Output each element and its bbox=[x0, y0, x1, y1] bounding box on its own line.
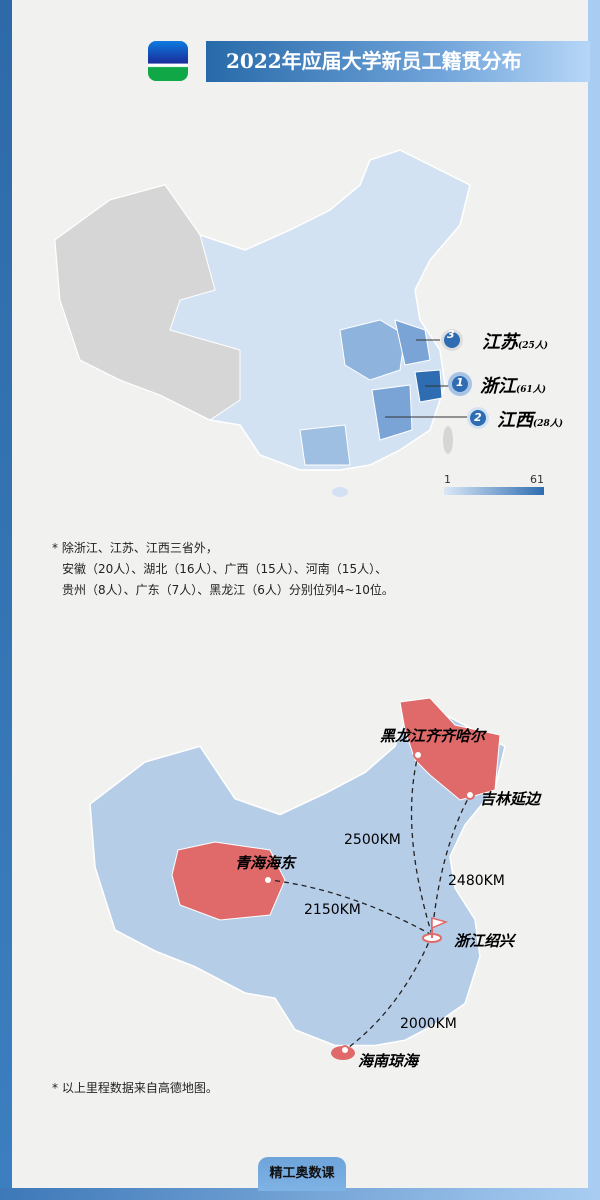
place-label: 吉林延边 bbox=[480, 790, 541, 808]
flag-icon bbox=[422, 917, 449, 943]
page-title: 2022年应届大学新员工籍贯分布 bbox=[206, 41, 590, 82]
region-qinghai bbox=[171, 841, 286, 921]
left-border bbox=[0, 0, 12, 1200]
place-label: 海南琼海 bbox=[358, 1052, 419, 1070]
province-jiangsu bbox=[394, 319, 431, 366]
bottom-border bbox=[0, 1188, 600, 1200]
rank-number: 3 bbox=[447, 328, 455, 341]
note-source: * 以上里程数据来自高德地图。 bbox=[52, 1078, 218, 1099]
note-line: 安徽（20人）、湖北（16人）、广西（15人）、河南（15人）、 bbox=[62, 562, 388, 576]
place-label: 黑龙江齐齐哈尔 bbox=[380, 727, 486, 745]
origin-label: 浙江绍兴 bbox=[454, 932, 515, 950]
footer-tab: 精工奥数课 bbox=[258, 1157, 346, 1191]
legend-gradient-bar bbox=[444, 487, 544, 495]
legend-min: 1 bbox=[444, 473, 451, 486]
right-border bbox=[588, 0, 600, 1200]
distance-label: 2000KM bbox=[400, 1016, 457, 1032]
rank-number: 2 bbox=[474, 411, 482, 424]
count: (25人) bbox=[518, 341, 549, 351]
asterisk: * bbox=[52, 1081, 58, 1095]
asterisk: * bbox=[52, 541, 58, 555]
count: (61人) bbox=[516, 385, 547, 395]
province-name: 浙江 bbox=[480, 376, 516, 397]
rank-3-label: 江苏(25人) bbox=[482, 328, 548, 354]
note-ranking: * 除浙江、江苏、江西三省外， 安徽（20人）、湖北（16人）、广西（15人）、… bbox=[52, 538, 394, 601]
note-text: 以上里程数据来自高德地图。 bbox=[61, 1081, 218, 1095]
note-line: 除浙江、江苏、江西三省外， bbox=[61, 541, 218, 555]
province-anhui-henan bbox=[339, 319, 406, 381]
hainan bbox=[332, 487, 348, 497]
place-dots bbox=[263, 750, 475, 1055]
legend-max: 61 bbox=[530, 473, 544, 486]
rank-1-label: 浙江(61人) bbox=[480, 372, 546, 398]
rank-2-label: 江西(28人) bbox=[497, 406, 563, 432]
distance-label: 2150KM bbox=[304, 902, 361, 918]
taiwan bbox=[443, 426, 453, 454]
logo-icon bbox=[148, 41, 188, 81]
rank-markers bbox=[385, 329, 489, 429]
route-lines bbox=[269, 754, 471, 1051]
rank-number: 1 bbox=[456, 376, 464, 389]
count: (28人) bbox=[533, 419, 564, 429]
distance-label: 2480KM bbox=[448, 873, 505, 889]
distance-label: 2500KM bbox=[344, 832, 401, 848]
map-choropleth bbox=[54, 149, 471, 497]
province-jiangxi bbox=[371, 384, 413, 441]
province-name: 江苏 bbox=[482, 332, 518, 353]
province-name: 江西 bbox=[497, 410, 533, 431]
province-guangxi bbox=[299, 424, 351, 466]
no-data-region bbox=[54, 184, 241, 421]
place-label: 青海海东 bbox=[235, 854, 296, 872]
region-heilongjiang-jilin bbox=[399, 697, 501, 801]
note-line: 贵州（8人）、广东（7人）、黑龙江（6人）分别位列4~10位。 bbox=[62, 583, 394, 597]
